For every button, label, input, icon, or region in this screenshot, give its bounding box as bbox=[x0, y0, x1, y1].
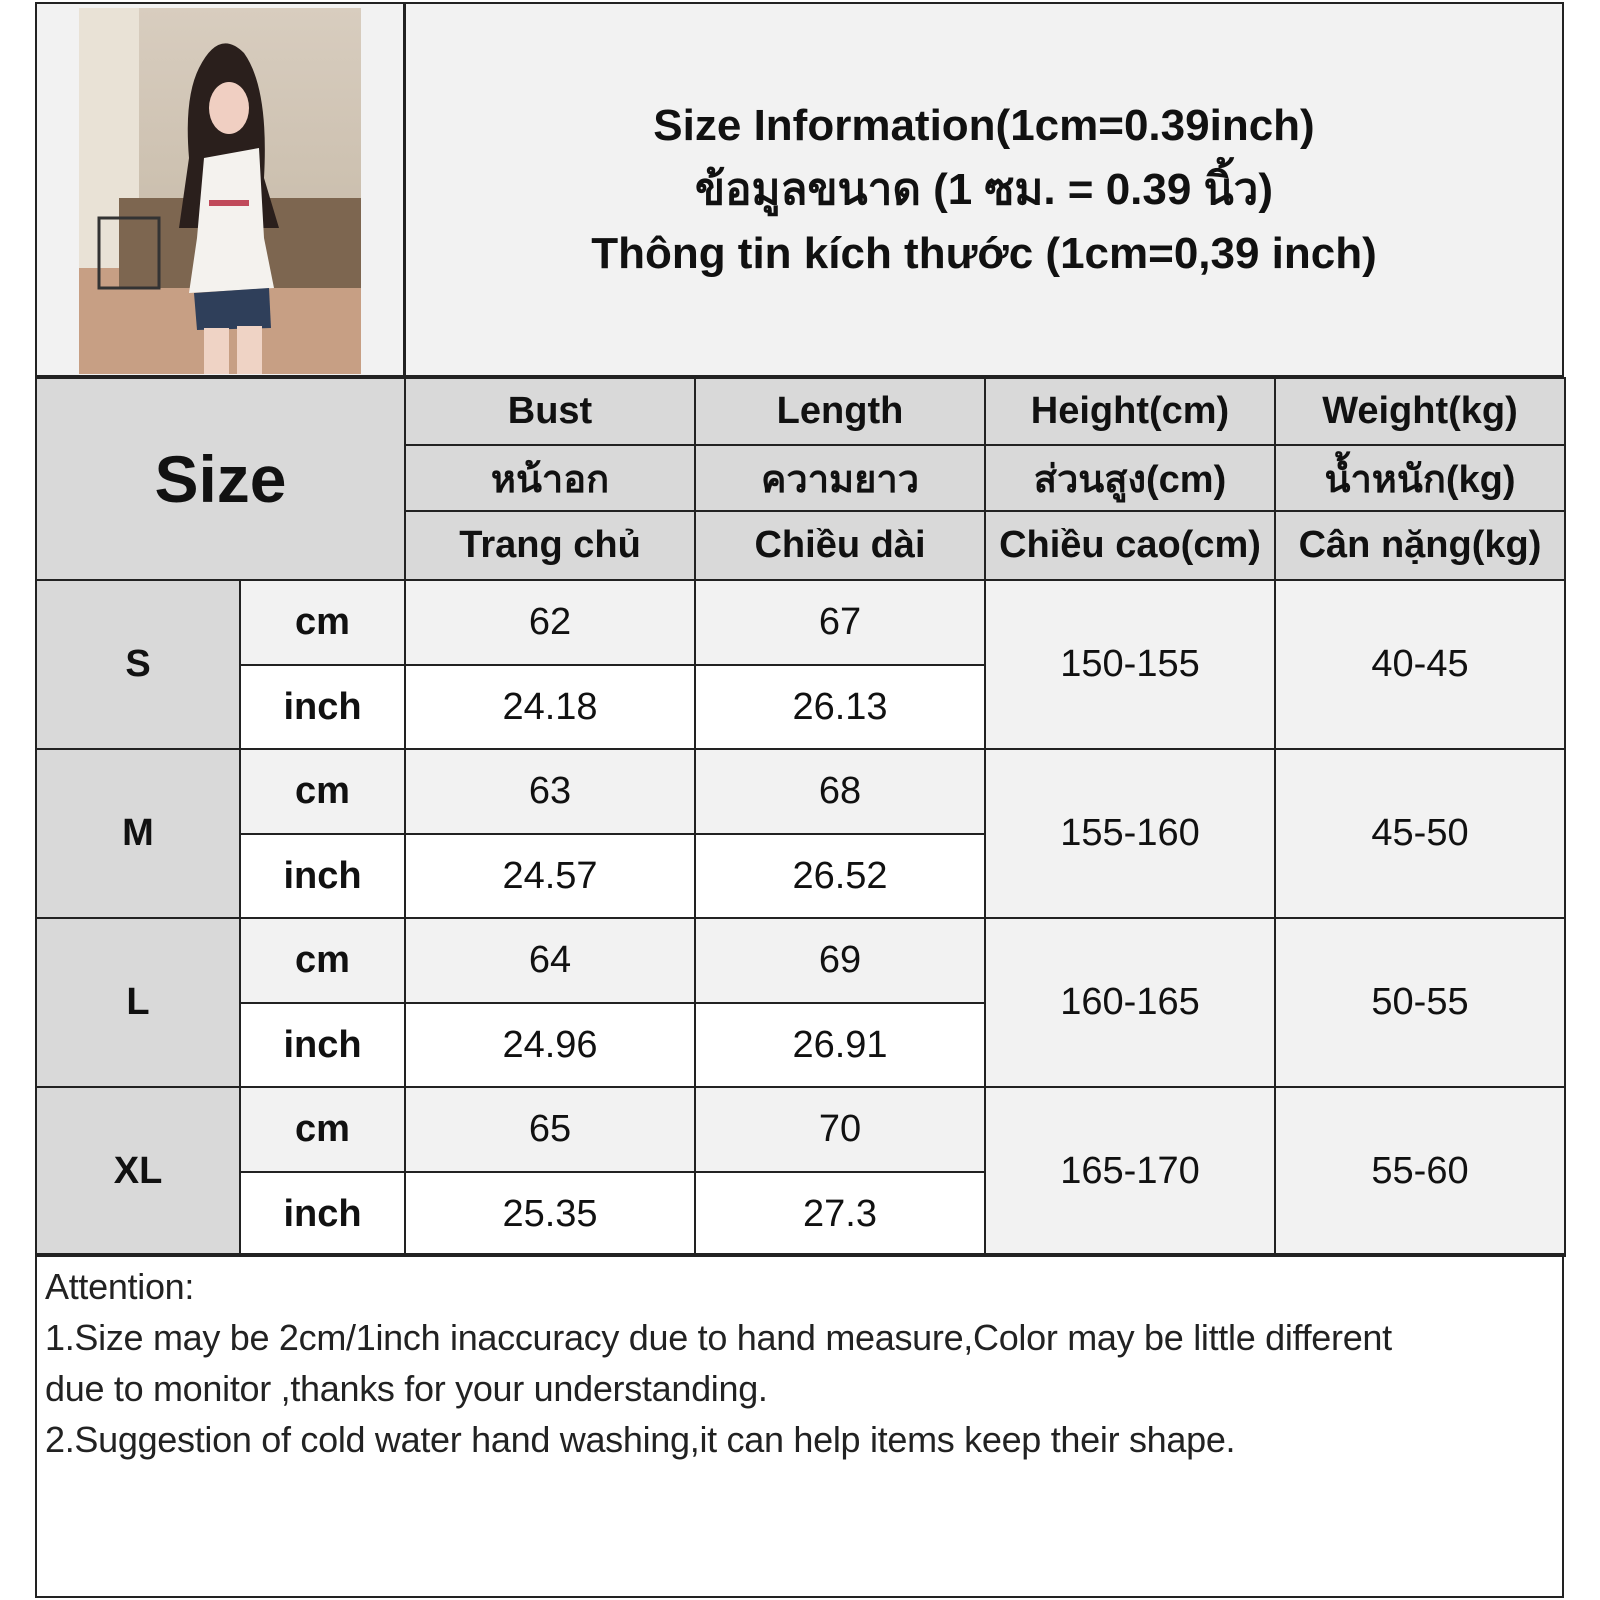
length-cm: 67 bbox=[694, 579, 986, 666]
title-english: Size Information(1cm=0.39inch) bbox=[653, 100, 1315, 150]
column-header-th: ส่วนสูง(cm) bbox=[984, 444, 1276, 512]
column-header-en: Weight(kg) bbox=[1274, 377, 1566, 446]
size-header: Size bbox=[35, 377, 406, 581]
unit-cm: cm bbox=[239, 1086, 406, 1173]
bust-cm: 65 bbox=[404, 1086, 696, 1173]
bust-inch: 24.57 bbox=[404, 833, 696, 919]
note-1b: due to monitor ,thanks for your understa… bbox=[45, 1368, 768, 1409]
unit-inch: inch bbox=[239, 1002, 406, 1088]
weight-range: 45-50 bbox=[1274, 748, 1566, 919]
length-inch: 27.3 bbox=[694, 1171, 986, 1257]
column-header-en: Length bbox=[694, 377, 986, 446]
unit-inch: inch bbox=[239, 664, 406, 750]
note-1a: 1.Size may be 2cm/1inch inaccuracy due t… bbox=[45, 1317, 1392, 1358]
height-range: 150-155 bbox=[984, 579, 1276, 750]
title-cell: Size Information(1cm=0.39inch) ข้อมูลขนา… bbox=[404, 2, 1564, 377]
size-label: L bbox=[35, 917, 241, 1088]
weight-range: 50-55 bbox=[1274, 917, 1566, 1088]
length-cm: 69 bbox=[694, 917, 986, 1004]
bust-cm: 62 bbox=[404, 579, 696, 666]
unit-cm: cm bbox=[239, 917, 406, 1004]
bust-inch: 25.35 bbox=[404, 1171, 696, 1257]
model-image bbox=[79, 8, 361, 374]
notes-heading: Attention: bbox=[45, 1266, 195, 1307]
title-vietnamese: Thông tin kích thước (1cm=0,39 inch) bbox=[591, 228, 1377, 278]
column-header-vi: Trang chủ bbox=[404, 510, 696, 581]
note-2: 2.Suggestion of cold water hand washing,… bbox=[45, 1419, 1236, 1460]
column-header-vi: Chiều cao(cm) bbox=[984, 510, 1276, 581]
height-range: 165-170 bbox=[984, 1086, 1276, 1257]
size-label: S bbox=[35, 579, 241, 750]
column-header-th: หน้าอก bbox=[404, 444, 696, 512]
size-label: XL bbox=[35, 1086, 241, 1257]
weight-range: 40-45 bbox=[1274, 579, 1566, 750]
height-range: 155-160 bbox=[984, 748, 1276, 919]
column-header-th: น้ำหนัก(kg) bbox=[1274, 444, 1566, 512]
length-inch: 26.13 bbox=[694, 664, 986, 750]
length-cm: 70 bbox=[694, 1086, 986, 1173]
bust-cm: 64 bbox=[404, 917, 696, 1004]
column-header-vi: Chiều dài bbox=[694, 510, 986, 581]
length-cm: 68 bbox=[694, 748, 986, 835]
bust-inch: 24.18 bbox=[404, 664, 696, 750]
length-inch: 26.91 bbox=[694, 1002, 986, 1088]
height-range: 160-165 bbox=[984, 917, 1276, 1088]
column-header-en: Bust bbox=[404, 377, 696, 446]
product-photo bbox=[79, 8, 361, 374]
column-header-th: ความยาว bbox=[694, 444, 986, 512]
length-inch: 26.52 bbox=[694, 833, 986, 919]
unit-cm: cm bbox=[239, 579, 406, 666]
unit-inch: inch bbox=[239, 1171, 406, 1257]
title-thai: ข้อมูลขนาด (1 ซม. = 0.39 นิ้ว) bbox=[694, 164, 1273, 214]
column-header-en: Height(cm) bbox=[984, 377, 1276, 446]
weight-range: 55-60 bbox=[1274, 1086, 1566, 1257]
size-label: M bbox=[35, 748, 241, 919]
bust-inch: 24.96 bbox=[404, 1002, 696, 1088]
bust-cm: 63 bbox=[404, 748, 696, 835]
unit-cm: cm bbox=[239, 748, 406, 835]
unit-inch: inch bbox=[239, 833, 406, 919]
attention-notes: Attention: 1.Size may be 2cm/1inch inacc… bbox=[35, 1253, 1564, 1598]
column-header-vi: Cân nặng(kg) bbox=[1274, 510, 1566, 581]
